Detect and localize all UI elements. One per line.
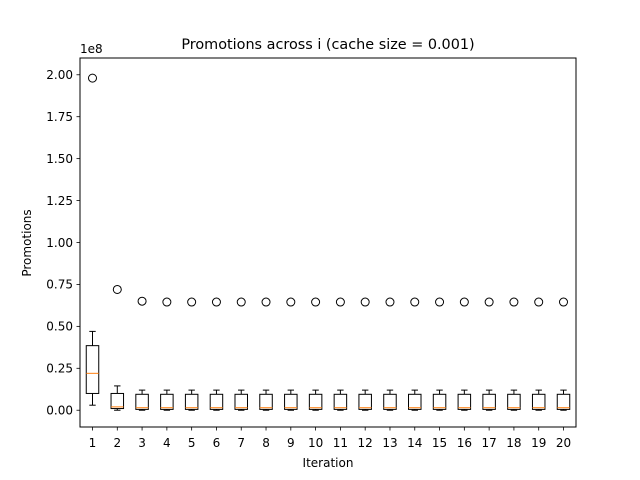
box-11 <box>333 297 348 411</box>
box-15 <box>432 297 447 411</box>
iqr-box <box>234 393 248 410</box>
flier-point <box>88 73 97 83</box>
iqr-box <box>85 345 100 394</box>
y-ticks: 0.00 0.25 0.50 0.75 1.00 1.25 1.50 1.75 2.00 <box>46 68 80 418</box>
flier-point <box>335 297 345 307</box>
iqr-box <box>383 393 397 410</box>
flier-point <box>459 297 469 307</box>
x-tick-label: 17 <box>481 436 496 450</box>
x-tick-label: 20 <box>556 436 571 450</box>
iqr-box <box>209 393 224 410</box>
x-tick-label: 12 <box>358 436 373 450</box>
flier-point <box>162 297 172 307</box>
flier-point <box>211 297 221 307</box>
x-tick-label: 16 <box>457 436 472 450</box>
flier-point <box>286 297 296 307</box>
x-tick-label: 19 <box>531 436 546 450</box>
box-16 <box>457 297 472 411</box>
flier-point <box>484 297 494 307</box>
flier-point <box>509 297 519 307</box>
y-tick-label: 1.25 <box>46 194 73 208</box>
flier-point <box>435 297 445 307</box>
y-tick-label: 1.50 <box>46 152 73 166</box>
x-tick-label: 10 <box>308 436 323 450</box>
iqr-box <box>259 393 273 410</box>
iqr-box <box>333 393 348 410</box>
y-tick-label: 0.00 <box>46 404 73 418</box>
iqr-box <box>308 393 323 410</box>
box-5 <box>184 297 199 411</box>
x-tick-label: 11 <box>333 436 348 450</box>
x-tick-label: 6 <box>213 436 221 450</box>
box-8 <box>259 297 273 411</box>
iqr-box <box>358 393 372 410</box>
y-tick-label: 1.00 <box>46 236 73 250</box>
y-tick-label: 2.00 <box>46 68 73 82</box>
x-tick-label: 1 <box>89 436 97 450</box>
iqr-box <box>556 393 571 410</box>
flier-point <box>311 297 321 307</box>
flier-point <box>187 297 197 307</box>
box-12 <box>358 297 372 411</box>
flier-point <box>112 284 122 294</box>
box-1 <box>85 73 100 406</box>
iqr-box <box>531 393 546 410</box>
x-tick-label: 3 <box>138 436 146 450</box>
box-10 <box>308 297 323 411</box>
box-17 <box>482 297 496 411</box>
flier-point <box>261 297 271 307</box>
plot-frame <box>79 57 577 428</box>
box-18 <box>507 297 521 411</box>
x-tick-label: 5 <box>188 436 196 450</box>
y-tick-label: 0.75 <box>46 278 73 292</box>
x-tick-label: 14 <box>407 436 422 450</box>
y-tick-label: 1.75 <box>46 110 73 124</box>
y-axis-label: Promotions <box>20 209 34 276</box>
iqr-box <box>284 393 298 410</box>
boxes <box>85 73 571 411</box>
box-14 <box>408 297 422 411</box>
flier-point <box>236 297 246 307</box>
flier-point <box>137 296 147 306</box>
iqr-box <box>507 393 521 410</box>
flier-point <box>410 297 420 307</box>
box-19 <box>531 297 546 411</box>
x-tick-label: 9 <box>287 436 295 450</box>
x-axis-label: Iteration <box>303 456 354 470</box>
y-scale-label: 1e8 <box>80 42 103 56</box>
flier-point <box>360 297 370 307</box>
y-tick-label: 0.50 <box>46 320 73 334</box>
flier-point <box>559 297 568 307</box>
x-tick-label: 7 <box>237 436 245 450</box>
y-tick-label: 0.25 <box>46 362 73 376</box>
iqr-box <box>432 393 447 410</box>
x-ticks: 1 2 3 4 5 6 7 8 9 10 11 12 13 14 15 16 17 18 19 20 <box>89 427 571 450</box>
x-tick-label: 2 <box>113 436 121 450</box>
box-3 <box>135 296 149 411</box>
x-tick-label: 4 <box>163 436 171 450</box>
box-20 <box>556 297 571 411</box>
iqr-box <box>160 393 174 410</box>
box-9 <box>284 297 298 411</box>
box-6 <box>209 297 224 411</box>
x-tick-label: 15 <box>432 436 447 450</box>
iqr-box <box>457 393 472 410</box>
box-2 <box>110 284 125 411</box>
iqr-box <box>482 393 496 410</box>
box-4 <box>160 297 174 411</box>
flier-point <box>534 297 544 307</box>
iqr-box <box>408 393 422 410</box>
x-tick-label: 18 <box>506 436 521 450</box>
iqr-box <box>184 393 199 410</box>
iqr-box <box>110 392 125 410</box>
x-tick-label: 8 <box>262 436 270 450</box>
iqr-box <box>135 393 149 410</box>
box-7 <box>234 297 248 411</box>
flier-point <box>385 297 395 307</box>
box-13 <box>383 297 397 411</box>
chart-title: Promotions across i (cache size = 0.001) <box>181 37 474 53</box>
x-tick-label: 13 <box>382 436 397 450</box>
